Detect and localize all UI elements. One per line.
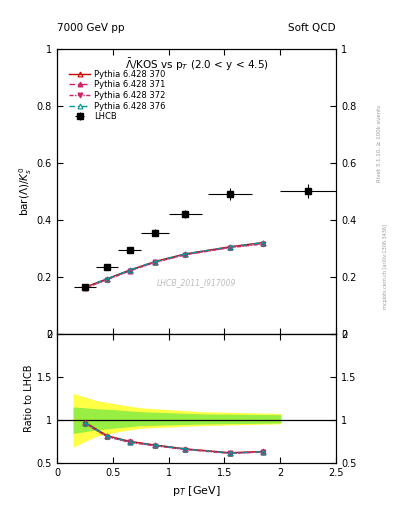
Pythia 6.428 371 xyxy=(228,244,232,250)
Y-axis label: Ratio to LHCB: Ratio to LHCB xyxy=(24,365,34,432)
X-axis label: p$_{T}$ [GeV]: p$_{T}$ [GeV] xyxy=(172,484,221,498)
Pythia 6.428 376 xyxy=(105,275,110,282)
Line: Pythia 6.428 376: Pythia 6.428 376 xyxy=(83,240,266,290)
Legend: Pythia 6.428 370, Pythia 6.428 371, Pythia 6.428 372, Pythia 6.428 376, LHCB: Pythia 6.428 370, Pythia 6.428 371, Pyth… xyxy=(67,67,168,124)
Line: Pythia 6.428 370: Pythia 6.428 370 xyxy=(83,240,266,290)
Text: Rivet 3.1.10, ≥ 100k events: Rivet 3.1.10, ≥ 100k events xyxy=(377,105,382,182)
Pythia 6.428 371 xyxy=(127,268,132,274)
Pythia 6.428 372 xyxy=(261,241,266,247)
Line: Pythia 6.428 371: Pythia 6.428 371 xyxy=(83,241,266,290)
Pythia 6.428 370 xyxy=(105,275,110,282)
Y-axis label: bar($\Lambda$)/$K^0_s$: bar($\Lambda$)/$K^0_s$ xyxy=(17,166,34,216)
Text: 7000 GeV pp: 7000 GeV pp xyxy=(57,23,125,33)
Text: $\bar{\Lambda}$/KOS vs p$_{T}$ (2.0 < y < 4.5): $\bar{\Lambda}$/KOS vs p$_{T}$ (2.0 < y … xyxy=(125,57,268,73)
Pythia 6.428 371 xyxy=(152,259,157,265)
Pythia 6.428 371 xyxy=(83,285,87,291)
Pythia 6.428 371 xyxy=(261,240,266,246)
Text: mcplots.cern.ch [arXiv:1306.3436]: mcplots.cern.ch [arXiv:1306.3436] xyxy=(383,224,387,309)
Text: Soft QCD: Soft QCD xyxy=(288,23,336,33)
Pythia 6.428 372 xyxy=(83,285,87,291)
Pythia 6.428 370 xyxy=(228,244,232,250)
Pythia 6.428 370 xyxy=(83,284,87,290)
Pythia 6.428 370 xyxy=(261,240,266,246)
Pythia 6.428 376 xyxy=(261,240,266,246)
Pythia 6.428 370 xyxy=(152,259,157,265)
Line: Pythia 6.428 372: Pythia 6.428 372 xyxy=(83,242,266,291)
Pythia 6.428 376 xyxy=(228,244,232,250)
Pythia 6.428 376 xyxy=(127,267,132,273)
Pythia 6.428 372 xyxy=(183,252,188,258)
Pythia 6.428 376 xyxy=(152,259,157,265)
Pythia 6.428 372 xyxy=(127,268,132,274)
Text: LHCB_2011_I917009: LHCB_2011_I917009 xyxy=(157,278,236,287)
Pythia 6.428 371 xyxy=(105,276,110,283)
Pythia 6.428 370 xyxy=(183,251,188,257)
Pythia 6.428 376 xyxy=(183,251,188,257)
Pythia 6.428 370 xyxy=(127,267,132,273)
Pythia 6.428 376 xyxy=(83,284,87,290)
Pythia 6.428 372 xyxy=(105,276,110,283)
Pythia 6.428 372 xyxy=(228,245,232,251)
Pythia 6.428 372 xyxy=(152,260,157,266)
Pythia 6.428 371 xyxy=(183,251,188,258)
